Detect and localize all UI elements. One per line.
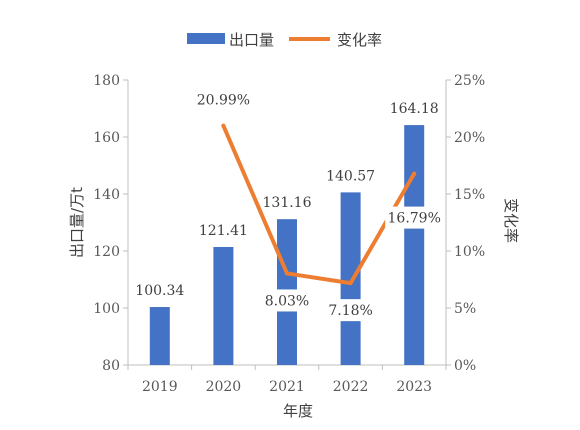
legend-label-line: 变化率	[337, 31, 382, 49]
x-tick-label: 2021	[269, 379, 305, 395]
line-data-label: 16.79%	[388, 211, 441, 227]
y-right-tick-label: 5%	[454, 301, 476, 317]
line-label-bg	[321, 299, 380, 322]
x-tick-label: 2023	[396, 379, 432, 395]
legend-label-bar: 出口量	[229, 31, 274, 49]
x-tick-label: 2022	[333, 379, 369, 395]
y-right-tick-label: 20%	[454, 130, 485, 146]
bar-series	[149, 125, 425, 365]
y-left-tick-label: 180	[93, 73, 120, 89]
line-path	[221, 123, 417, 286]
bar-data-label: 131.16	[263, 195, 312, 211]
x-tick-label: 2019	[142, 379, 178, 395]
bar-data-label: 100.34	[135, 283, 184, 299]
line-point	[285, 271, 289, 276]
y-left-tick-label: 100	[93, 301, 120, 317]
bar-data-label: 140.57	[326, 168, 375, 184]
line-data-label: 7.18%	[328, 303, 372, 319]
line-data-label: 8.03%	[265, 293, 309, 309]
y-left-tick-label: 120	[93, 244, 120, 260]
y-left-tick-label: 160	[93, 130, 120, 146]
y-right-tick-label: 25%	[454, 73, 485, 89]
bar-data-label: 121.41	[199, 223, 248, 239]
data-labels: 100.34 121.41 131.16 140.57 164.18 20.99% 8.03…	[135, 88, 444, 322]
y-right-tick-label: 0%	[454, 358, 476, 374]
x-tick-label: 2020	[206, 379, 242, 395]
y-left-tick-label: 80	[102, 358, 120, 374]
line-data-label: 20.99%	[197, 93, 250, 109]
bar	[149, 307, 170, 365]
x-axis-title: 年度	[283, 402, 313, 420]
bar	[340, 192, 361, 365]
line-label-bg	[258, 289, 316, 312]
line-point	[348, 281, 353, 286]
bar-data-label: 164.18	[390, 101, 439, 117]
line-point	[221, 123, 226, 128]
line-label-bg	[385, 206, 444, 229]
y-axis-right-title: 变化率	[502, 198, 520, 243]
y-right-tick-label: 10%	[454, 244, 485, 260]
axes: 80 100 120 140 160 180 0% 5% 10% 15% 20% 25% 2019 202…	[68, 73, 520, 420]
legend: 出口量 变化率	[187, 31, 382, 49]
bar	[213, 246, 234, 365]
line-point	[412, 171, 417, 176]
y-right-tick-label: 15%	[454, 187, 485, 203]
y-axis-left-title: 出口量/万t	[68, 187, 86, 258]
bar	[404, 125, 425, 365]
y-left-tick-label: 140	[93, 187, 120, 203]
line-series	[221, 123, 417, 286]
legend-swatch-bar	[187, 33, 225, 44]
line-label-bg	[194, 88, 253, 111]
